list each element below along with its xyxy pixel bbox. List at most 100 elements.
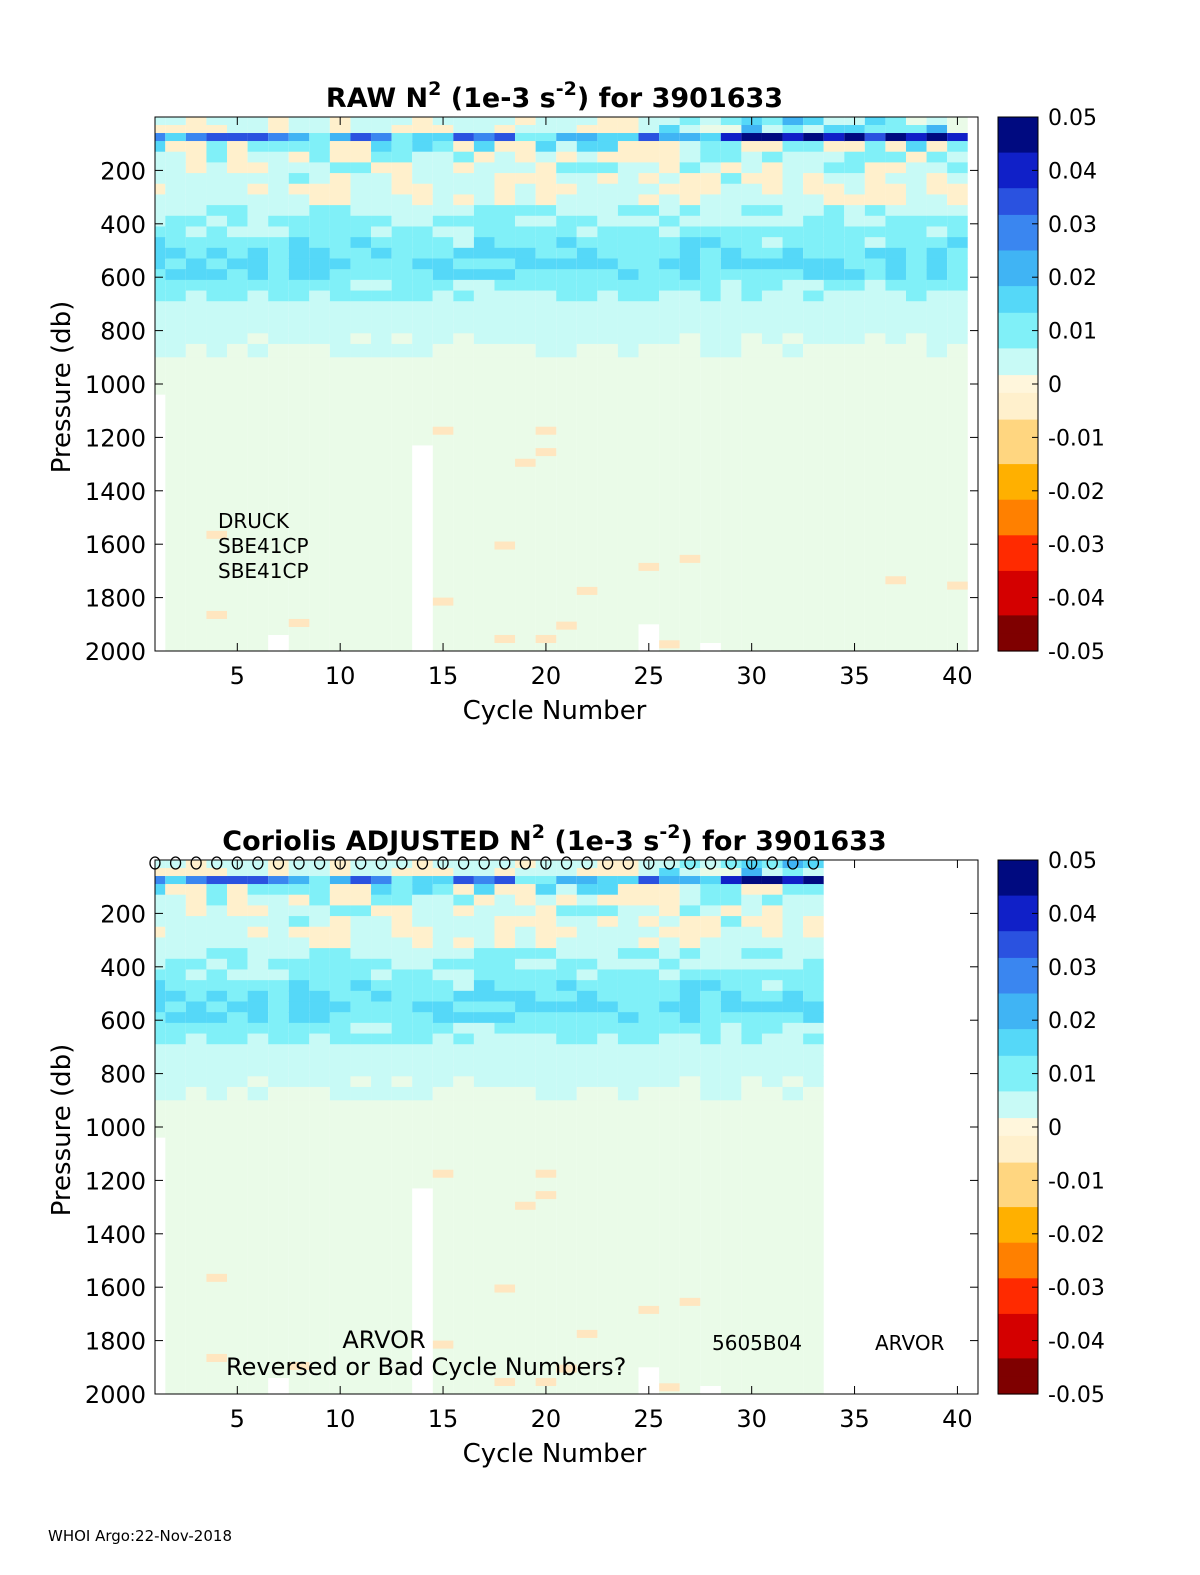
heatmap-cell: [247, 125, 269, 134]
colorbar-step: [998, 975, 1038, 986]
heatmap-cell: [473, 311, 495, 324]
heatmap-cell: [155, 1086, 166, 1101]
heatmap-cell: [227, 141, 248, 153]
heatmap-cell: [412, 1076, 433, 1088]
y-tick-label: 400: [100, 211, 146, 239]
heatmap-cell: [741, 916, 762, 928]
heatmap-cell: [885, 215, 906, 227]
heatmap-cell: [227, 173, 248, 185]
colorbar-tick-label: 0.03: [1048, 956, 1097, 981]
heatmap-cell: [185, 948, 207, 960]
heatmap-cell: [761, 205, 783, 217]
heatmap-cell: [864, 290, 886, 302]
heatmap-cell: [700, 247, 721, 260]
heatmap-cell: [329, 301, 351, 313]
heatmap-cell: [617, 1012, 639, 1024]
heatmap-cell: [761, 301, 783, 313]
heatmap-cell: [535, 1012, 557, 1024]
heatmap-cell: [309, 357, 330, 374]
heatmap-cell: [371, 141, 392, 153]
heatmap-cell: [155, 1076, 166, 1088]
heatmap-cell: [905, 125, 927, 134]
heatmap-cell: [494, 948, 516, 960]
heatmap-cell: [947, 301, 968, 313]
heatmap-cell: [268, 311, 289, 324]
heatmap-cell: [453, 980, 474, 992]
heatmap-cell: [247, 279, 269, 292]
heatmap-cell: [823, 322, 845, 334]
heatmap-cell: [885, 357, 906, 374]
heatmap-cell: [165, 1127, 186, 1394]
heatmap-cell: [391, 215, 413, 227]
heatmap-cell: [453, 215, 474, 227]
heatmap-cell: [206, 1086, 228, 1101]
heatmap-cell: [556, 173, 577, 185]
heatmap-cell: [638, 194, 660, 206]
heatmap-cell: [659, 958, 680, 970]
heatmap-cell: [350, 905, 372, 917]
heatmap-cell: [350, 1116, 372, 1128]
heatmap-cell: [844, 384, 865, 651]
heatmap-cell: [515, 205, 536, 217]
colorbar-step: [998, 1073, 1038, 1084]
cycle-marker: [293, 856, 305, 870]
heatmap-cell: [247, 1054, 269, 1067]
heatmap-cell: [741, 1086, 762, 1101]
heatmap-cell: [823, 237, 845, 249]
heatmap-cell: [741, 301, 762, 313]
heatmap-cell: [576, 937, 598, 949]
heatmap-cell: [165, 125, 186, 134]
heatmap-cell: [761, 980, 783, 992]
heatmap-cell: [782, 937, 804, 949]
heatmap-cell: [391, 290, 413, 302]
heatmap-cell: [741, 311, 762, 324]
heatmap-cell: [926, 333, 948, 345]
heatmap-cell: [432, 1127, 454, 1394]
heatmap-cell: [905, 269, 927, 281]
heatmap-cell: [412, 1116, 433, 1128]
heatmap-cell: [803, 1012, 824, 1024]
heatmap-cell: [926, 373, 948, 385]
heatmap-cell: [864, 333, 886, 345]
heatmap-cell: [371, 894, 392, 906]
heatmap-cell: [247, 1001, 269, 1013]
heatmap-cell: [761, 1012, 783, 1024]
heatmap-cell: [926, 311, 948, 324]
heatmap-cell: [227, 948, 248, 960]
heatmap-cell: [926, 290, 948, 302]
cycle-marker: [643, 856, 655, 870]
heatmap-cell: [432, 1116, 454, 1128]
heatmap-cell: [720, 876, 742, 885]
heatmap-cell: [206, 937, 228, 949]
heatmap-cell: [432, 311, 454, 324]
heatmap-cell: [659, 357, 680, 374]
heatmap-cell: [700, 876, 721, 885]
heatmap-cell: [453, 205, 474, 217]
heatmap-cell: [947, 311, 968, 324]
heatmap-cell: [597, 311, 618, 324]
cycle-marker: [231, 856, 243, 870]
heatmap-cell: [371, 311, 392, 324]
y-tick-label: 600: [100, 1007, 146, 1035]
heatmap-cell: [556, 125, 577, 134]
heatmap-cell: [761, 894, 783, 906]
heatmap-cell: [288, 876, 310, 885]
heatmap-cell: [268, 357, 289, 374]
heatmap-cell: [782, 1022, 804, 1035]
heatmap-cell: [741, 226, 762, 238]
heatmap-cell: [617, 1076, 639, 1088]
heatmap-cell: [412, 247, 433, 260]
heatmap-cell: [659, 1022, 680, 1035]
heatmap-cell: [227, 226, 248, 238]
heatmap-cell: [926, 247, 948, 260]
heatmap-cell: [350, 357, 372, 374]
heatmap-cell: [720, 247, 742, 260]
heatmap-cell: [803, 860, 824, 869]
heatmap-cell: [473, 151, 495, 163]
heatmap-cell: [803, 1116, 824, 1128]
heatmap-cell: [515, 868, 536, 877]
heatmap-cell: [617, 969, 639, 981]
heatmap-cell: [844, 125, 865, 134]
heatmap-cell: [288, 373, 310, 385]
colorbar-step: [998, 1144, 1038, 1155]
